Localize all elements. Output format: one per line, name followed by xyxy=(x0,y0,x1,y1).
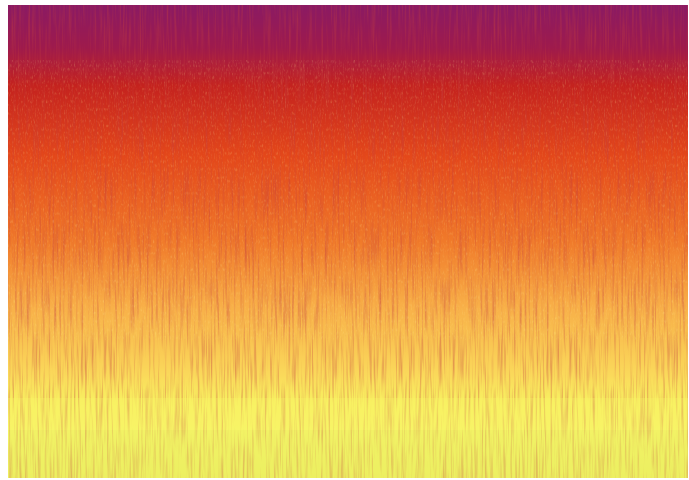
spectrogram-speckle xyxy=(8,60,688,340)
spectrogram-image xyxy=(8,5,688,478)
spectrogram-band xyxy=(8,430,688,478)
page: (() => { const data = JSON.parse(documen… xyxy=(0,0,689,480)
spectrogram-view xyxy=(0,0,689,480)
spectrogram-band xyxy=(8,398,688,430)
